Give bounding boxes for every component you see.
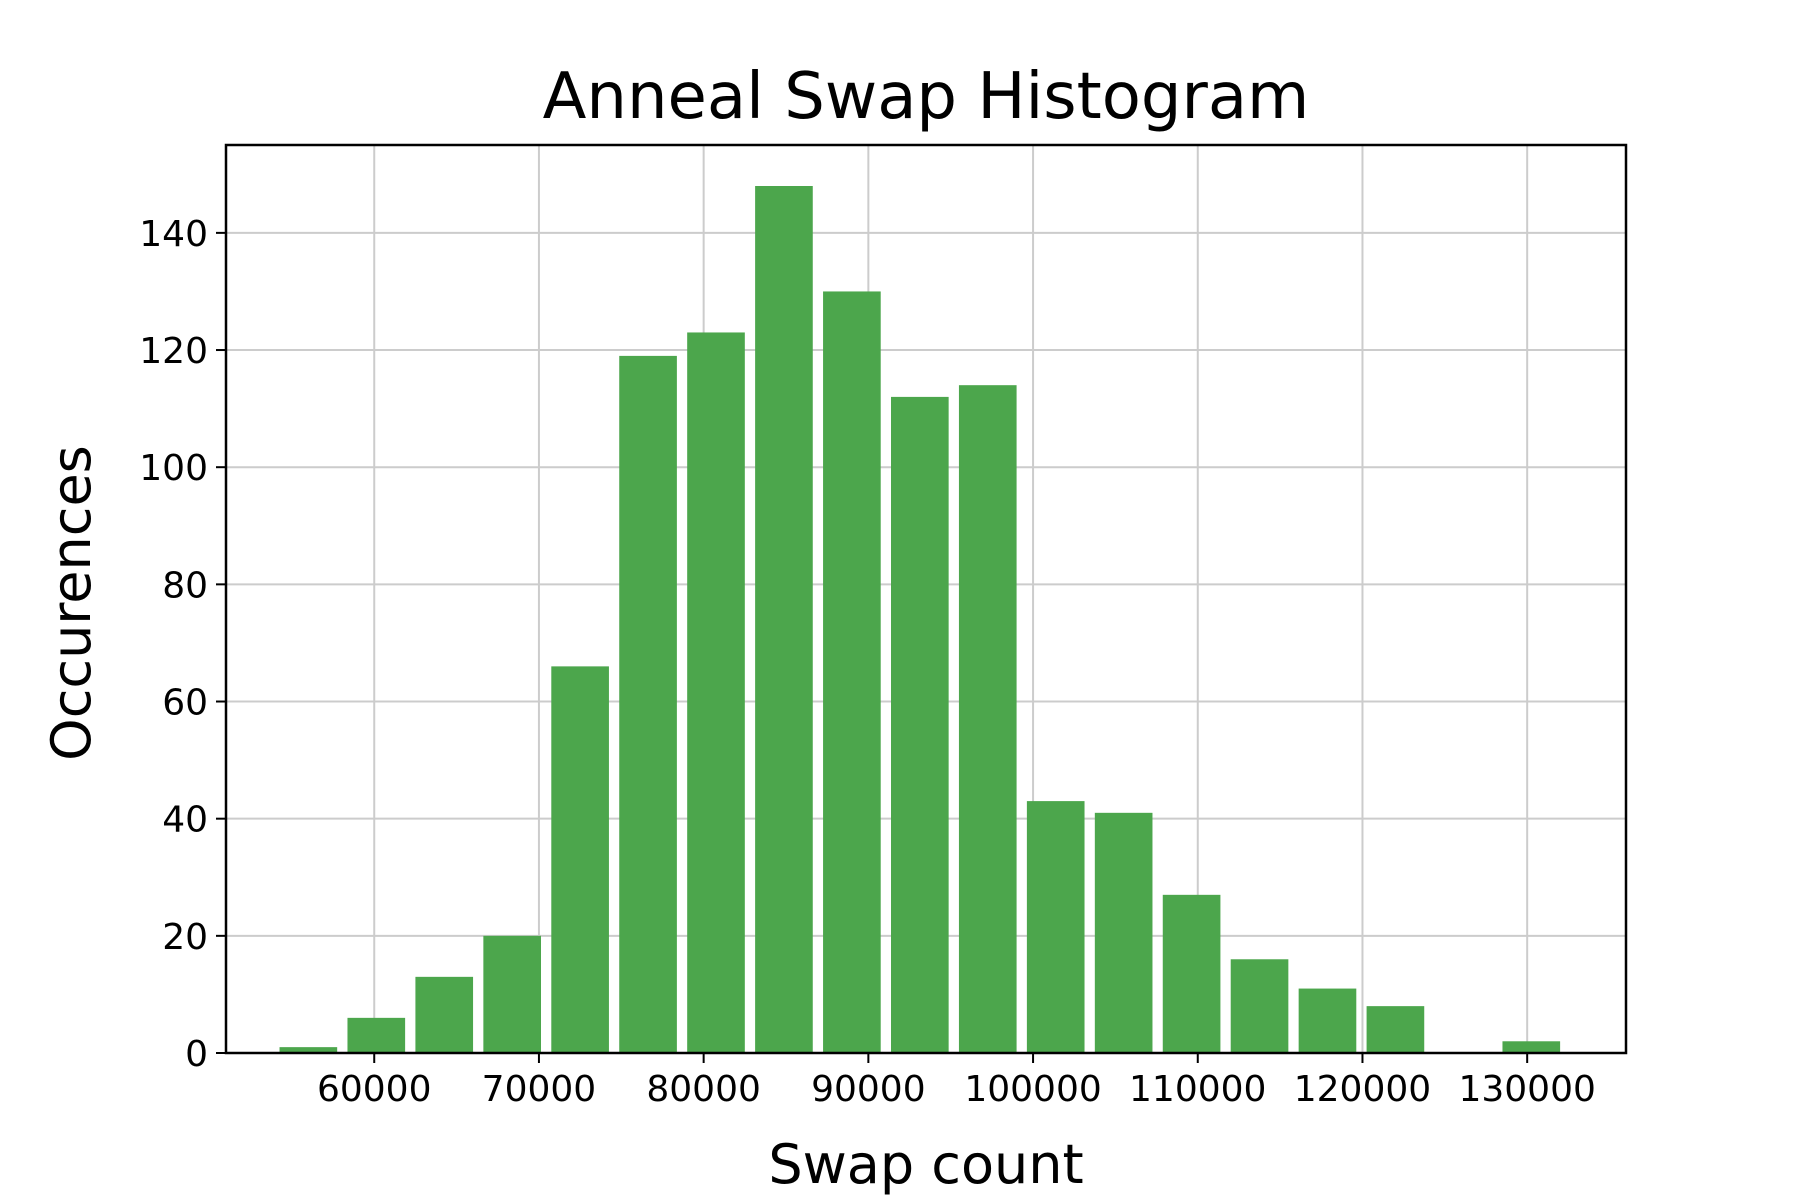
x-tick-label: 70000 [482,1069,597,1110]
y-tick-label: 120 [139,331,208,372]
histogram-bar [551,666,609,1053]
histogram-bar [1502,1041,1561,1053]
y-tick-label: 140 [139,214,208,255]
x-tick-label: 80000 [646,1069,761,1110]
histogram-bar [1298,988,1357,1053]
histogram-bar [1026,801,1085,1053]
histogram-bar [279,1047,338,1053]
y-tick-label: 40 [162,800,208,841]
histogram-bar [1162,894,1221,1053]
x-tick-label: 90000 [811,1069,926,1110]
histogram-bar [347,1017,406,1053]
histogram-bar [687,332,745,1053]
histogram-bar [958,385,1017,1053]
chart-title: Anneal Swap Histogram [543,60,1310,134]
y-axis-label: Occurences [40,445,103,761]
histogram-bar [1094,812,1153,1053]
y-tick-label: 60 [162,683,208,724]
y-tick-label: 80 [162,565,208,606]
histogram-bar [415,976,474,1053]
histogram-bar [755,186,813,1053]
tick-layer: 60000 70000 80000 90000 100000 110000 120000 13… [139,214,1596,1110]
y-tick-label: 20 [162,917,208,958]
y-tick-label: 100 [139,448,208,489]
y-tick-label: 0 [185,1034,208,1075]
x-tick-label: 120000 [1294,1069,1431,1110]
plot-frame [224,143,1628,1055]
histogram-bar [823,291,881,1053]
x-tick-label: 130000 [1458,1069,1595,1110]
histogram-bar [1366,1006,1425,1053]
bar-layer [279,186,1561,1054]
histogram-bar [483,935,541,1053]
x-tick-label: 60000 [317,1069,432,1110]
histogram-bar [891,396,949,1054]
histogram-bar [619,355,677,1053]
x-tick-label: 110000 [1129,1069,1266,1110]
x-axis-label: Swap count [768,1133,1083,1196]
histogram-bar [1230,959,1289,1053]
x-tick-label: 100000 [964,1069,1101,1110]
